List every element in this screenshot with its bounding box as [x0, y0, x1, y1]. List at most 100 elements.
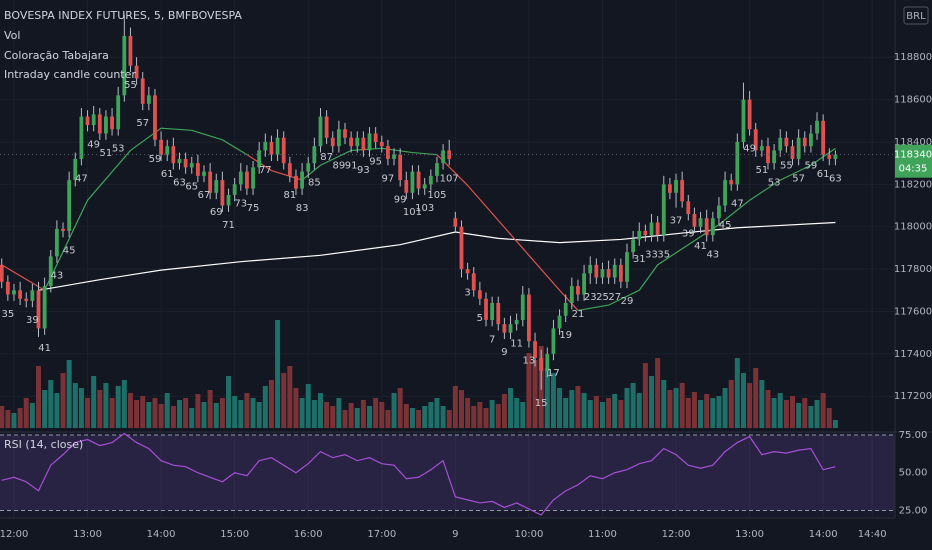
candle-counter: 55	[124, 80, 137, 91]
volume-bar	[48, 380, 54, 428]
candle-body	[784, 137, 789, 147]
candle-body	[324, 116, 329, 138]
candle-body	[42, 286, 47, 329]
candle-body	[392, 154, 396, 159]
volume-bar	[575, 386, 581, 428]
candle-counter: 71	[222, 220, 235, 231]
candle-body	[435, 163, 439, 176]
volume-bar	[91, 376, 97, 428]
candle-counter: 23	[584, 292, 597, 303]
currency[interactable]: BRL	[906, 11, 926, 22]
candle-body	[263, 141, 268, 151]
candle-counter: 5	[477, 313, 483, 324]
volume-bar	[391, 393, 397, 428]
candle-body	[576, 286, 580, 295]
rsi-line	[1, 432, 836, 516]
volume-bar	[501, 394, 507, 428]
candle-body	[128, 36, 133, 66]
volume-bar	[826, 408, 832, 428]
candle-body	[5, 281, 10, 295]
indicator-label: Intraday candle counter	[4, 68, 136, 81]
volume-bar	[324, 402, 330, 428]
candle-counter: 57	[136, 118, 149, 129]
volume-bar	[385, 410, 391, 428]
volume-bar	[195, 394, 201, 428]
candle-body	[698, 218, 703, 227]
candle-body	[631, 239, 636, 253]
candle-body	[294, 175, 298, 189]
candle-body	[821, 120, 826, 155]
candle-body	[802, 137, 807, 147]
volume-bar	[293, 388, 299, 428]
candle-body	[569, 286, 574, 303]
candle-body	[36, 290, 41, 329]
candle-body	[766, 146, 770, 164]
volume-bar	[183, 398, 189, 428]
volume-bar	[685, 398, 691, 428]
candle-body	[447, 150, 452, 159]
candle-body	[171, 146, 176, 164]
currency-box[interactable]	[903, 6, 929, 25]
candle-counter: 51	[755, 165, 768, 176]
volume-bar	[287, 366, 293, 428]
candle-body	[827, 154, 832, 159]
candle-counter: 41	[694, 241, 707, 252]
candle-body	[226, 194, 231, 206]
candle-body	[637, 230, 642, 240]
candle-counter: 59	[149, 154, 162, 165]
volume-bar	[704, 394, 710, 428]
volume-bar	[832, 420, 838, 428]
candle-body	[220, 180, 225, 206]
volume-bar	[765, 390, 771, 428]
candle-body	[612, 264, 617, 278]
y-tick-label: 118800	[894, 52, 932, 63]
indicator-label: Vol	[4, 29, 20, 42]
volume-bar	[311, 400, 317, 428]
candle-body	[833, 154, 838, 159]
volume-bar	[109, 398, 115, 428]
y-tick-label: 117400	[894, 349, 932, 360]
indicator-label: Coloração Tabajara	[4, 49, 109, 62]
candle-counter: 99	[394, 194, 407, 205]
volume-bar	[661, 380, 667, 428]
candle-counter: 25	[596, 292, 609, 303]
candle-counter: 31	[633, 254, 646, 265]
candle-body	[465, 269, 470, 274]
candle-body	[361, 137, 366, 151]
volume-bar	[360, 400, 366, 428]
candle-body	[815, 120, 819, 134]
candle-body	[153, 95, 157, 140]
candle-body	[146, 95, 151, 104]
candle-body	[91, 114, 96, 126]
candle-counter: 27	[608, 292, 621, 303]
candle-counter: 9	[501, 347, 507, 358]
moving-average	[44, 127, 836, 312]
x-tick-label: 15:00	[220, 529, 249, 540]
volume-bar	[526, 353, 532, 428]
volume-bar	[790, 396, 796, 428]
volume-bar	[72, 383, 78, 428]
candle-body	[104, 116, 108, 134]
candle-counter: 59	[805, 161, 818, 172]
volume-bar	[330, 406, 336, 428]
candle-body	[208, 171, 213, 193]
volume-bar	[728, 380, 734, 428]
volume-bar	[508, 388, 514, 428]
candle-body	[85, 116, 90, 126]
candle-body	[195, 163, 200, 176]
candle-body	[165, 146, 170, 155]
volume-bar	[612, 394, 618, 428]
candle-body	[747, 99, 752, 130]
volume-bar	[373, 398, 379, 428]
candle-counter: 53	[768, 178, 781, 189]
candle-body	[735, 141, 740, 185]
candle-body	[245, 171, 249, 189]
candle-body	[692, 214, 697, 227]
volume-bar	[5, 410, 11, 428]
volume-bar	[477, 402, 483, 428]
candle-body	[373, 133, 378, 142]
candle-body	[238, 171, 243, 185]
candle-counter: 73	[234, 199, 247, 210]
candle-body	[18, 290, 23, 299]
